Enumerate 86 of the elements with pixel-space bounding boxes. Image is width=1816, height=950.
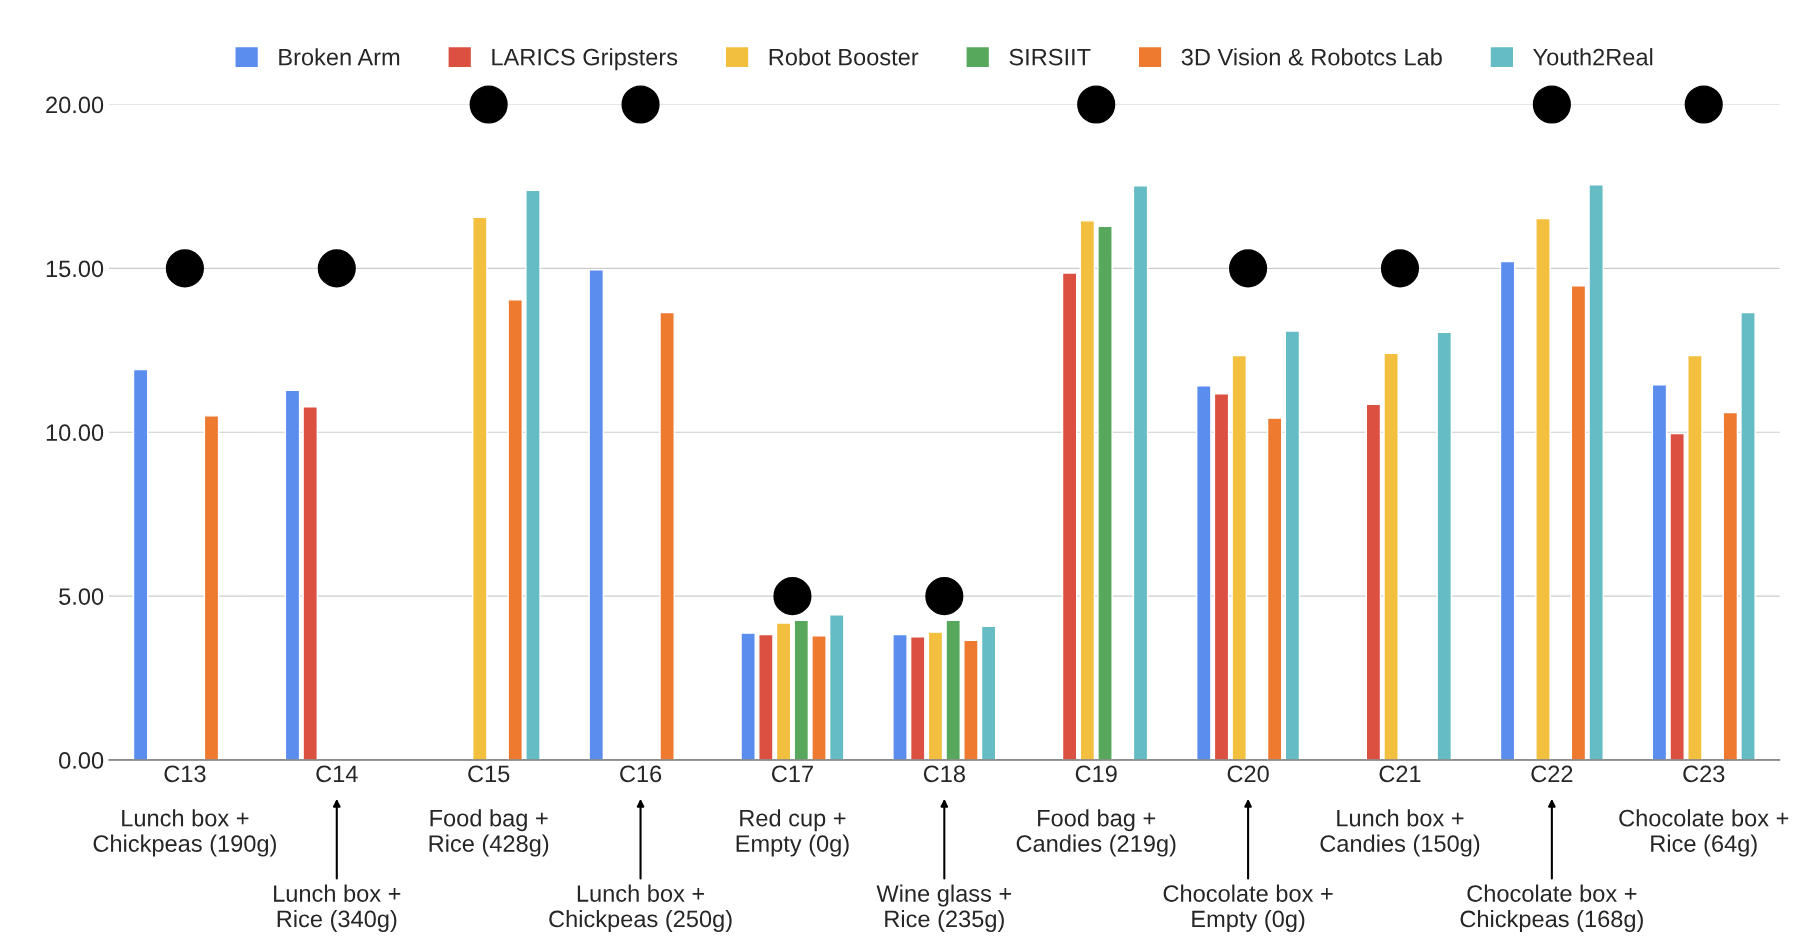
y-tick-label: 5.00 bbox=[59, 588, 104, 605]
point bbox=[773, 577, 812, 616]
bar bbox=[659, 311, 675, 760]
point bbox=[165, 249, 204, 288]
point bbox=[621, 85, 660, 124]
point bbox=[317, 249, 356, 288]
bar bbox=[758, 633, 774, 760]
bar bbox=[1196, 385, 1212, 760]
bar bbox=[588, 268, 605, 760]
legend-label: Youth2Real bbox=[1533, 48, 1653, 66]
x-tick-label: C22 bbox=[1531, 765, 1573, 783]
x-tick-label: C14 bbox=[316, 765, 358, 783]
bar bbox=[793, 619, 810, 760]
legend-label: Broken Arm bbox=[279, 48, 400, 66]
point bbox=[925, 577, 964, 616]
point bbox=[469, 85, 508, 124]
bar bbox=[1365, 403, 1382, 760]
x-tick-label: C16 bbox=[620, 765, 662, 783]
bar bbox=[132, 368, 149, 760]
x-tick-label: C21 bbox=[1379, 765, 1421, 783]
bar bbox=[828, 614, 845, 760]
x-tick-label: C13 bbox=[164, 765, 206, 783]
bar bbox=[811, 635, 827, 760]
bar bbox=[525, 189, 541, 760]
bar bbox=[892, 633, 908, 760]
text: Chocolate box + Rice (64g) bbox=[1619, 809, 1789, 857]
bar bbox=[1383, 352, 1399, 760]
legend-label: SIRSIIT bbox=[1009, 48, 1091, 66]
text: Lunch box + Chickpeas (190g) bbox=[93, 809, 276, 857]
bar bbox=[980, 625, 997, 760]
text: Lunch box + Chickpeas (250g) bbox=[549, 884, 732, 932]
y-tick-label: 20.00 bbox=[46, 96, 104, 114]
x-tick-label: C20 bbox=[1227, 765, 1269, 783]
bar bbox=[740, 632, 756, 760]
x-tick-label: C18 bbox=[923, 765, 965, 783]
bar bbox=[1231, 354, 1248, 760]
point bbox=[1077, 85, 1116, 124]
bar bbox=[963, 639, 979, 760]
bar bbox=[203, 415, 220, 760]
bar bbox=[507, 299, 524, 760]
x-tick-label: C19 bbox=[1075, 765, 1117, 783]
text: Food bag + Rice (428g) bbox=[429, 809, 549, 857]
legend-label: Robot Booster bbox=[769, 48, 919, 66]
point bbox=[1229, 249, 1268, 288]
text: Wine glass + Rice (235g) bbox=[876, 884, 1012, 932]
bar bbox=[1588, 184, 1604, 760]
bar bbox=[1570, 285, 1587, 760]
bar bbox=[1097, 225, 1113, 760]
x-tick-label: C23 bbox=[1683, 765, 1725, 783]
bar bbox=[1284, 330, 1301, 760]
x-tick-label: C17 bbox=[771, 765, 813, 783]
bar bbox=[1213, 393, 1230, 760]
text: Lunch box + Candies (150g) bbox=[1320, 809, 1480, 857]
text: Chocolate box + Chickpeas (168g) bbox=[1460, 884, 1643, 932]
bar bbox=[927, 631, 944, 760]
bar bbox=[1061, 272, 1078, 760]
legend-label: 3D Vision & Robotcs Lab bbox=[1181, 48, 1442, 66]
bar bbox=[1436, 331, 1453, 760]
bar bbox=[1535, 217, 1551, 760]
point bbox=[1684, 85, 1723, 124]
point bbox=[1532, 85, 1571, 124]
text: Chocolate box + Empty (0g) bbox=[1163, 884, 1333, 932]
y-tick-label: 0.00 bbox=[59, 752, 104, 769]
bar bbox=[909, 636, 926, 760]
bar bbox=[1722, 411, 1739, 760]
bar bbox=[1079, 220, 1096, 760]
point bbox=[1380, 249, 1420, 288]
text: Lunch box + Rice (340g) bbox=[274, 884, 401, 932]
bar bbox=[1669, 432, 1685, 760]
bar bbox=[1266, 417, 1283, 760]
bar bbox=[284, 389, 301, 760]
x-tick-label: C15 bbox=[468, 765, 510, 783]
y-tick-label: 15.00 bbox=[46, 260, 104, 278]
bar bbox=[775, 622, 792, 760]
bar bbox=[1740, 311, 1756, 760]
bar bbox=[1651, 384, 1668, 760]
bar bbox=[1687, 354, 1703, 760]
text: Red cup + Empty (0g) bbox=[736, 809, 849, 857]
text: Food bag + Candies (219g) bbox=[1016, 809, 1176, 857]
bar bbox=[1499, 260, 1516, 760]
bar bbox=[472, 216, 488, 760]
bar bbox=[945, 619, 961, 760]
bar bbox=[1132, 185, 1149, 760]
legend-label: LARICS Gripsters bbox=[492, 48, 678, 71]
bar bbox=[302, 405, 318, 760]
y-tick-label: 10.00 bbox=[46, 424, 104, 442]
